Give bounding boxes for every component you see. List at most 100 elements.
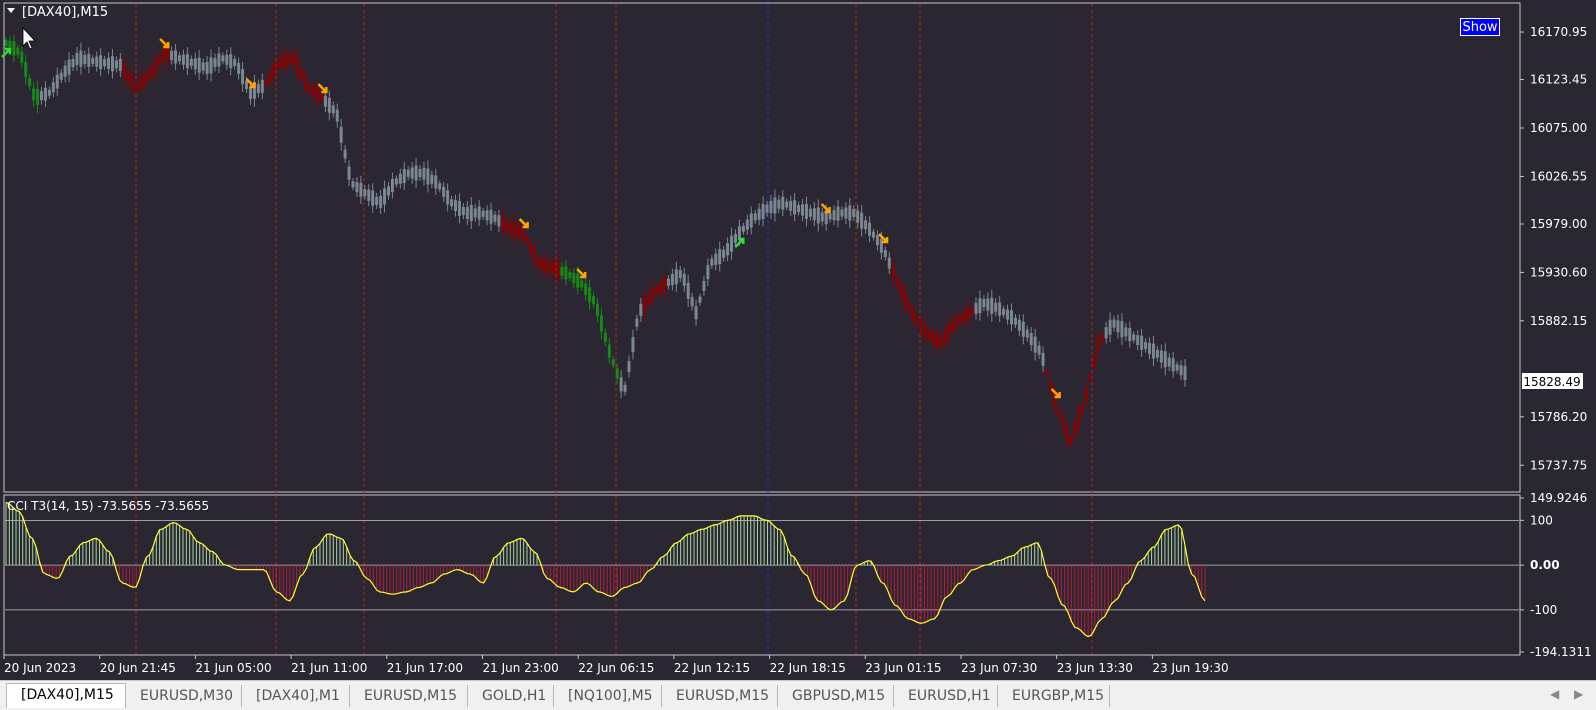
candle-body: [339, 126, 343, 143]
chart-tab[interactable]: [DAX40],M15: [6, 683, 126, 708]
chart-svg[interactable]: 16170.95 16123.45 16075.00 16026.55 15979.00…: [0, 0, 1596, 680]
candle-body: [789, 200, 793, 211]
candle-body: [422, 167, 426, 180]
candle-body: [915, 317, 919, 324]
candle-body: [367, 189, 371, 201]
chart-tab[interactable]: EURUSD,M15: [350, 685, 468, 707]
chart-tab-bar: [DAX40],M15 EURUSD,M30 [DAX40],M1 EURUSD,M1…: [0, 680, 1596, 710]
time-tick-label: 20 Jun 2023: [4, 661, 76, 675]
candle-body: [103, 59, 107, 67]
price-tick-label: 15882.15: [1530, 314, 1587, 328]
candle-body: [686, 282, 690, 299]
candle-body: [1163, 351, 1167, 368]
candle-body: [450, 199, 454, 207]
chart-tab[interactable]: EURUSD,M15: [662, 685, 778, 707]
chart-tab[interactable]: GOLD,H1: [468, 685, 554, 707]
candle-body: [248, 86, 252, 99]
candle-body: [99, 55, 103, 70]
candle-body: [1010, 310, 1014, 325]
chart-tab[interactable]: [NQ100],M5: [554, 685, 662, 707]
candle-body: [177, 55, 181, 62]
candle-body: [319, 93, 323, 101]
candle-body: [292, 52, 296, 65]
candle-body: [521, 226, 525, 240]
collapse-triangle-icon[interactable]: [7, 8, 15, 13]
sell-arrow-icon: [576, 268, 587, 279]
candle-body: [288, 55, 292, 64]
candle-body: [316, 87, 320, 102]
price-axis: 16170.95 16123.45 16075.00 16026.55 15979.00…: [1520, 25, 1587, 472]
candle-body: [1073, 424, 1077, 437]
oscillator-histogram: [5, 502, 1206, 637]
candle-body: [745, 219, 749, 230]
candle-body: [1108, 319, 1112, 335]
scroll-right-icon[interactable]: ▶: [1574, 687, 1584, 701]
candle-body: [359, 182, 363, 197]
candle-body: [868, 222, 872, 236]
candle-body: [193, 58, 197, 70]
indicator-label: CCI T3(14, 15) -73.5655 -73.5655: [7, 499, 209, 513]
candle-body: [1065, 426, 1069, 442]
osc-tick-label: 0.00: [1530, 558, 1560, 572]
candle-body: [1025, 329, 1029, 338]
price-tick-label: 16026.55: [1530, 169, 1587, 183]
candle-body: [801, 204, 805, 216]
candle-body: [994, 302, 998, 312]
candle-body: [599, 315, 603, 332]
candle-body: [615, 368, 619, 379]
candle-body: [741, 225, 745, 232]
candle-body: [635, 318, 639, 327]
candle-body: [1159, 350, 1163, 363]
chart-tab[interactable]: GBPUSD,M15: [778, 685, 894, 707]
chart-tab[interactable]: EURGBP,M15: [998, 685, 1110, 707]
candle-body: [1144, 342, 1148, 350]
candle-body: [122, 62, 126, 79]
sell-arrow-icon: [518, 218, 529, 229]
candle-body: [363, 189, 367, 197]
candle-body: [911, 308, 915, 322]
candle-body: [899, 284, 903, 297]
show-button[interactable]: Show: [1460, 18, 1500, 36]
candle-body: [225, 54, 229, 65]
time-tick-label: 23 Jun 07:30: [961, 661, 1037, 675]
price-pane-frame: [3, 2, 1521, 493]
candle-body: [185, 54, 189, 69]
candle-body: [540, 258, 544, 270]
candle-body: [59, 72, 63, 80]
candle-body: [241, 69, 245, 85]
candle-body: [678, 270, 682, 279]
time-axis: 20 Jun 2023 20 Jun 21:45 21 Jun 05:00 21 Ju…: [3, 655, 1229, 675]
candle-body: [221, 55, 225, 62]
candle-body: [331, 105, 335, 114]
candle-body: [816, 207, 820, 224]
candle-body: [887, 257, 891, 269]
candle-body: [773, 197, 777, 214]
chart-tab[interactable]: EURUSD,H1: [894, 685, 998, 707]
candle-body: [990, 297, 994, 314]
chart-area[interactable]: 16170.95 16123.45 16075.00 16026.55 15979.00…: [0, 0, 1596, 680]
candle-body: [260, 79, 264, 93]
candle-body: [1128, 328, 1132, 342]
candle-body: [828, 213, 832, 220]
candle-body: [698, 296, 702, 303]
candle-body: [970, 307, 974, 315]
candle-body: [603, 332, 607, 342]
candle-body: [568, 272, 572, 279]
candle-body: [544, 258, 548, 274]
candle-body: [939, 338, 943, 347]
candle-body: [860, 212, 864, 229]
candle-body: [927, 331, 931, 339]
candle-body: [284, 53, 288, 69]
candle-body: [1132, 334, 1136, 341]
candle-body: [1179, 365, 1183, 376]
chart-tab[interactable]: EURUSD,M30: [126, 685, 242, 707]
candle-body: [627, 361, 631, 373]
price-tick-label: 15979.00: [1530, 217, 1587, 231]
candle-body: [118, 58, 122, 71]
candle-body: [619, 377, 623, 392]
scroll-left-icon[interactable]: ◀: [1550, 687, 1560, 701]
candle-body: [986, 298, 990, 311]
chart-tab[interactable]: [DAX40],M1: [242, 685, 350, 707]
candle-body: [95, 56, 99, 67]
candle-body: [1021, 321, 1025, 337]
